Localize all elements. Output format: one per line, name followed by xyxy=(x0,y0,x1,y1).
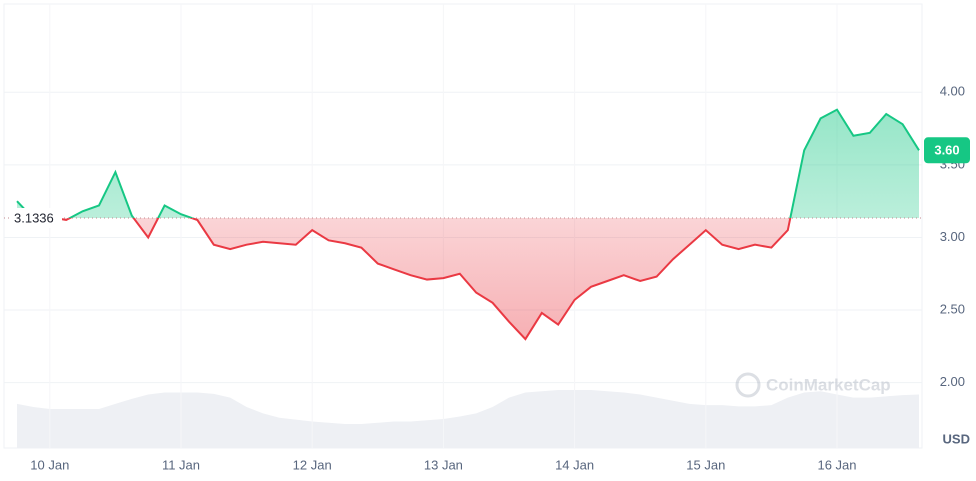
x-tick-label: 12 Jan xyxy=(293,457,332,472)
watermark: CoinMarketCap xyxy=(735,372,891,398)
x-tick-label: 15 Jan xyxy=(686,457,725,472)
y-tick-label: 4.00 xyxy=(940,84,965,99)
line-down xyxy=(31,218,792,341)
area-up xyxy=(17,109,919,219)
x-tick-label: 16 Jan xyxy=(817,457,856,472)
price-tag-label: 3.60 xyxy=(934,143,959,158)
x-tick-label: 10 Jan xyxy=(30,457,69,472)
x-tick-label: 11 Jan xyxy=(162,457,200,472)
y-unit: USD xyxy=(943,431,970,446)
volume-area xyxy=(17,390,919,448)
area-down xyxy=(32,218,791,340)
x-tick-label: 13 Jan xyxy=(424,457,463,472)
x-tick-label: 14 Jan xyxy=(555,457,594,472)
baseline-label-bg xyxy=(10,208,62,229)
y-tick-label: 3.00 xyxy=(940,229,965,244)
line-up xyxy=(16,108,920,219)
y-tick-label: 2.00 xyxy=(940,374,965,389)
price-tag xyxy=(924,137,970,164)
watermark-text: CoinMarketCap xyxy=(766,375,891,394)
y-tick-label: 2.50 xyxy=(940,301,965,316)
baseline-label: 3.1336 xyxy=(14,210,54,225)
